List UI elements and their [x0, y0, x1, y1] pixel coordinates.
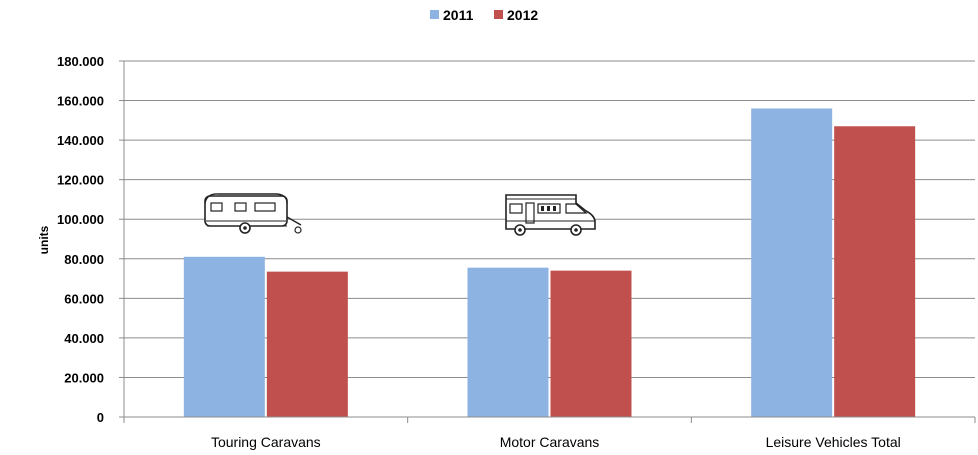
- y-tick-label: 0: [97, 410, 104, 425]
- legend: 2011 2012: [430, 7, 538, 23]
- y-axis-ticks: 0 20.000 40.000 60.000 80.000 100.000 120.000 1…: [57, 54, 124, 425]
- bar: [834, 126, 916, 418]
- bar: [266, 271, 348, 417]
- legend-label: 2012: [507, 7, 538, 23]
- motorhome-icon: [505, 194, 596, 236]
- axes: [123, 61, 976, 423]
- y-axis-label: units: [37, 225, 51, 254]
- legend-swatch: [430, 10, 439, 19]
- y-tick-label: 140.000: [57, 133, 104, 148]
- y-tick-label: 100.000: [57, 212, 104, 227]
- y-tick-label: 40.000: [64, 331, 104, 346]
- y-tick-label: 20.000: [64, 370, 104, 385]
- y-tick-label: 160.000: [57, 94, 104, 109]
- legend-swatch: [494, 10, 503, 19]
- y-tick-label: 120.000: [57, 173, 104, 188]
- x-tick-label: Motor Caravans: [500, 434, 600, 450]
- bar: [751, 108, 833, 417]
- x-axis-labels: Touring Caravans Motor Caravans Leisure Ve…: [211, 434, 901, 450]
- y-tick-label: 80.000: [64, 252, 104, 267]
- bars: [183, 108, 916, 418]
- bar: [550, 270, 632, 417]
- y-tick-label: 60.000: [64, 291, 104, 306]
- legend-label: 2011: [443, 7, 474, 23]
- caravan-trailer-icon: [204, 193, 302, 234]
- x-tick-label: Touring Caravans: [211, 434, 321, 450]
- x-tick-label: Leisure Vehicles Total: [766, 434, 901, 450]
- bar: [467, 267, 549, 417]
- bar: [183, 256, 265, 417]
- y-tick-label: 180.000: [57, 54, 104, 69]
